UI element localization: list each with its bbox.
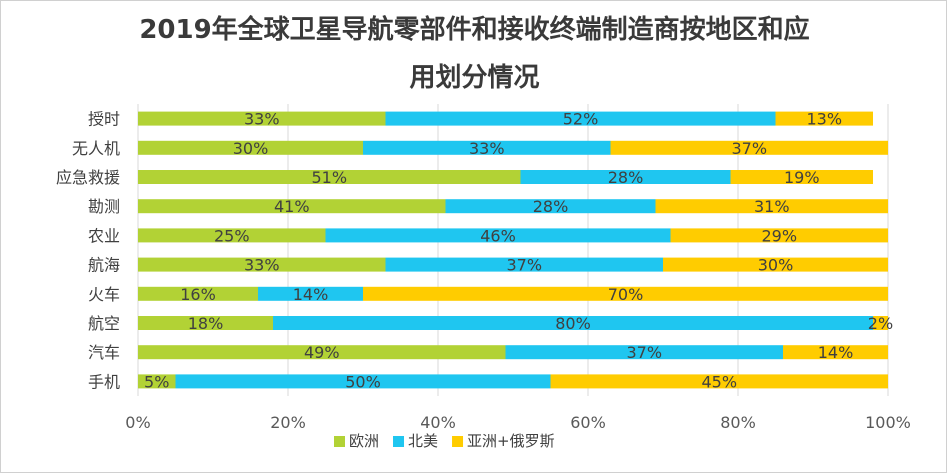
data-label: 14% bbox=[818, 343, 854, 362]
x-tick-label: 60% bbox=[570, 413, 606, 432]
x-tick-label: 20% bbox=[270, 413, 306, 432]
category-label: 火车 bbox=[88, 285, 120, 304]
legend-label: 北美 bbox=[408, 432, 438, 450]
x-tick-label: 40% bbox=[420, 413, 456, 432]
x-tick-labels: 0% 20% 40% 60% 80% 100% bbox=[125, 413, 911, 432]
data-label: 30% bbox=[758, 256, 794, 275]
data-label: 50% bbox=[345, 372, 381, 391]
bar-segment bbox=[138, 286, 258, 301]
bar-segment bbox=[670, 228, 888, 243]
x-tick-label: 0% bbox=[125, 413, 150, 432]
data-label: 29% bbox=[761, 226, 797, 245]
legend: 欧洲 北美 亚洲+俄罗斯 bbox=[334, 432, 555, 450]
bar-segment bbox=[258, 286, 363, 301]
legend-label: 亚洲+俄罗斯 bbox=[467, 432, 555, 450]
chart-title-line-2: 用划分情况 bbox=[409, 63, 540, 93]
bar-segment bbox=[783, 345, 888, 360]
bar-segment bbox=[775, 111, 873, 126]
bar-segment bbox=[505, 345, 783, 360]
data-label: 33% bbox=[244, 110, 280, 129]
chart-title: 2019年全球卫星导航零部件和接收终端制造商按地区和应 用划分情况 bbox=[0, 6, 949, 102]
bar-segment bbox=[873, 316, 888, 330]
bar-segment bbox=[610, 140, 888, 155]
bar-segment bbox=[385, 111, 776, 126]
bar-segment bbox=[273, 316, 873, 330]
data-label: 16% bbox=[180, 285, 216, 304]
bar-segment bbox=[175, 374, 551, 389]
category-label: 汽车 bbox=[88, 343, 120, 362]
data-label: 49% bbox=[304, 343, 340, 362]
bar-segment bbox=[138, 316, 273, 330]
bar-segment bbox=[138, 257, 386, 272]
legend-swatch bbox=[452, 436, 464, 447]
bar-segment bbox=[138, 140, 363, 155]
bar-segment bbox=[325, 228, 671, 243]
data-label: 80% bbox=[555, 314, 591, 333]
data-label: 37% bbox=[506, 256, 542, 275]
category-label: 航海 bbox=[88, 256, 120, 275]
category-label: 农业 bbox=[88, 226, 120, 245]
data-label: 37% bbox=[626, 343, 662, 362]
data-label: 5% bbox=[144, 372, 169, 391]
category-label: 手机 bbox=[88, 372, 120, 391]
bar-segment bbox=[363, 140, 611, 155]
data-label: 14% bbox=[293, 285, 329, 304]
x-tick-label: 100% bbox=[865, 413, 911, 432]
data-label: 13% bbox=[806, 110, 842, 129]
data-label: 52% bbox=[563, 110, 599, 129]
legend-label: 欧洲 bbox=[349, 432, 379, 450]
bars: 33% 52% 13% 30% 33% 37% 51% 28% 19% 41% 28% 31% 25% 4… bbox=[138, 110, 893, 391]
data-label: 37% bbox=[731, 139, 767, 158]
data-label: 41% bbox=[274, 197, 310, 216]
bar-segment bbox=[385, 257, 663, 272]
bar-segment bbox=[663, 257, 888, 272]
category-label: 航空 bbox=[88, 314, 120, 333]
data-label: 31% bbox=[754, 197, 790, 216]
data-label: 33% bbox=[469, 139, 505, 158]
category-label: 授时 bbox=[88, 110, 120, 129]
chart-title-line-1: 2019年全球卫星导航零部件和接收终端制造商按地区和应 bbox=[139, 15, 810, 45]
bar-segment bbox=[730, 170, 873, 184]
bar-segment bbox=[520, 170, 731, 184]
bar-segment bbox=[138, 374, 176, 389]
bar-segment bbox=[138, 111, 386, 126]
bar-segment bbox=[363, 286, 888, 301]
data-label: 28% bbox=[533, 197, 569, 216]
data-label: 46% bbox=[480, 226, 516, 245]
data-label: 19% bbox=[784, 168, 820, 187]
bar-segment bbox=[138, 199, 446, 214]
bar-segment bbox=[138, 170, 521, 184]
legend-swatch bbox=[393, 436, 405, 447]
bar-segment bbox=[550, 374, 888, 389]
category-label: 无人机 bbox=[72, 139, 120, 158]
data-label: 33% bbox=[244, 256, 280, 275]
data-label: 18% bbox=[188, 314, 224, 333]
data-label: 51% bbox=[311, 168, 347, 187]
data-label: 28% bbox=[608, 168, 644, 187]
bar-segment bbox=[138, 345, 506, 360]
data-label: 30% bbox=[233, 139, 269, 158]
x-tick-label: 80% bbox=[720, 413, 756, 432]
bar-segment bbox=[445, 199, 656, 214]
bar-segment bbox=[655, 199, 888, 214]
data-label: 25% bbox=[214, 226, 250, 245]
bar-segment bbox=[138, 228, 326, 243]
data-label: 45% bbox=[701, 372, 737, 391]
legend-swatch bbox=[334, 436, 345, 447]
category-label: 勘测 bbox=[88, 197, 120, 216]
data-label: 70% bbox=[608, 285, 644, 304]
data-label: 2% bbox=[868, 314, 893, 333]
category-label: 应急救援 bbox=[56, 168, 120, 187]
